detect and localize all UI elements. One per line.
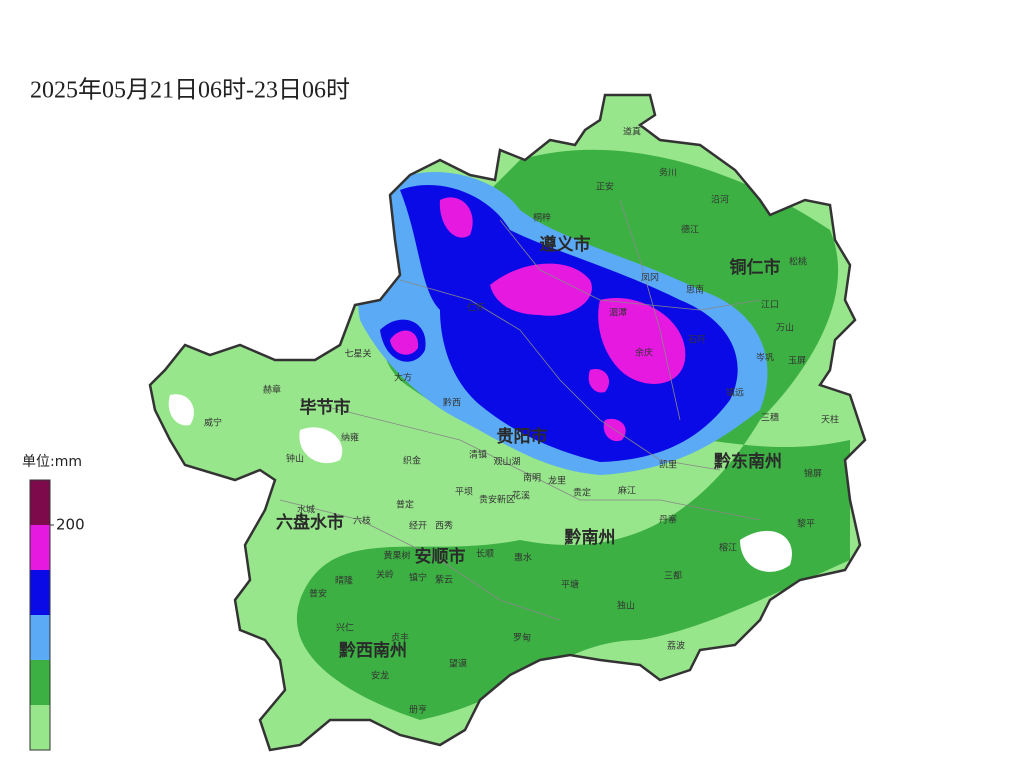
county-label: 安龙 bbox=[371, 670, 389, 682]
rainfall-field bbox=[150, 95, 865, 750]
map-title: 2025年05月21日06时-23日06时 bbox=[30, 77, 350, 104]
rain-torrential bbox=[598, 298, 686, 384]
county-label: 思南 bbox=[686, 284, 704, 296]
labels: 道真务川正安沿河桐梓德江松桃凤冈思南江口万山 仁怀湄潭石阡余庆 七星关大方赫章 岑巩 玉… bbox=[204, 126, 839, 716]
county-label: 湄潭 bbox=[609, 308, 627, 319]
county-label: 独山 bbox=[617, 600, 635, 612]
county-label: 经开 bbox=[409, 520, 427, 532]
county-label: 紫云 bbox=[435, 575, 453, 586]
county-label: 丹寨 bbox=[659, 514, 677, 526]
county-label: 石阡 bbox=[688, 335, 706, 346]
county-label: 三都 bbox=[664, 571, 682, 582]
county-label: 黄果树 bbox=[383, 550, 410, 562]
county-label: 正安 bbox=[596, 181, 614, 193]
legend-swatch bbox=[30, 660, 50, 705]
county-label: 贞丰 bbox=[391, 632, 409, 644]
county-label: 西秀 bbox=[435, 520, 453, 532]
county-label: 织金 bbox=[403, 455, 421, 467]
county-label: 凤冈 bbox=[641, 273, 659, 284]
rain-very-heavy bbox=[400, 184, 738, 462]
county-label: 荔波 bbox=[667, 640, 685, 652]
county-label: 平塘 bbox=[561, 579, 579, 591]
city-label: 铜仁市 bbox=[730, 257, 781, 278]
county-label: 麻江 bbox=[618, 485, 636, 497]
rain-torrential bbox=[439, 197, 473, 238]
county-label: 道真 bbox=[623, 126, 641, 138]
legend-swatch bbox=[30, 705, 50, 750]
county-label: 锦屏 bbox=[804, 468, 822, 480]
county-label: 七星关 bbox=[344, 348, 371, 360]
no-rain bbox=[299, 427, 343, 464]
county-label: 册亨 bbox=[409, 704, 427, 716]
city-label: 贵阳市 bbox=[497, 426, 548, 447]
county-label: 观山湖 bbox=[493, 457, 520, 468]
county-label: 镇远 bbox=[726, 387, 744, 399]
no-rain bbox=[168, 394, 194, 426]
county-label: 余庆 bbox=[635, 347, 653, 359]
county-label: 天柱 bbox=[821, 414, 839, 426]
county-label: 德江 bbox=[681, 224, 699, 236]
legend-title: 单位:mm bbox=[22, 454, 82, 470]
county-label: 松桃 bbox=[789, 256, 807, 268]
county-label: 六枝 bbox=[353, 515, 371, 527]
county-label: 仁怀 bbox=[467, 302, 485, 314]
county-borders bbox=[279, 199, 761, 621]
county-label: 花溪 bbox=[512, 490, 530, 502]
legend-swatch bbox=[30, 615, 50, 660]
legend-frame bbox=[29, 479, 51, 751]
county-label: 榕江 bbox=[719, 542, 737, 554]
county-label: 镇宁 bbox=[409, 572, 427, 584]
county-label: 凯里 bbox=[659, 459, 677, 471]
county-label: 惠水 bbox=[514, 552, 532, 564]
legend-swatch bbox=[30, 570, 50, 615]
county-label: 罗甸 bbox=[513, 632, 531, 644]
county-label: 大方 bbox=[394, 372, 412, 384]
city-label: 安顺市 bbox=[415, 546, 466, 567]
county-label: 龙里 bbox=[548, 475, 566, 487]
county-label: 桐梓 bbox=[533, 212, 551, 224]
county-label: 黎平 bbox=[797, 518, 815, 530]
county-label: 水城 bbox=[297, 504, 315, 516]
county-label: 岑巩 bbox=[756, 352, 774, 364]
county-label: 望谟 bbox=[449, 658, 467, 670]
rain-torrential bbox=[588, 369, 610, 393]
county-label: 黔西 bbox=[443, 397, 461, 409]
county-label: 纳雍 bbox=[341, 432, 359, 444]
county-label: 长顺 bbox=[476, 548, 494, 560]
county-label: 沿河 bbox=[711, 194, 729, 206]
county-label: 玉屏 bbox=[788, 356, 806, 367]
county-label: 关岭 bbox=[376, 569, 394, 581]
no-rain bbox=[740, 530, 792, 572]
city-label: 六盘水市 bbox=[276, 512, 344, 533]
city-label: 黔东南州 bbox=[714, 451, 782, 472]
county-label: 赫章 bbox=[263, 384, 281, 396]
county-label: 贵定 bbox=[573, 487, 591, 499]
legend-swatch bbox=[30, 480, 50, 525]
county-label: 普定 bbox=[396, 499, 414, 511]
county-label: 万山 bbox=[776, 323, 794, 334]
county-label: 普安 bbox=[309, 588, 327, 600]
county-label: 钟山 bbox=[286, 453, 304, 465]
county-label: 江口 bbox=[761, 300, 779, 311]
county-label: 晴隆 bbox=[335, 575, 353, 587]
county-label: 务川 bbox=[659, 167, 677, 179]
county-label: 平坝 bbox=[455, 487, 473, 498]
county-label: 南明 bbox=[523, 472, 541, 484]
rain-torrential bbox=[490, 263, 592, 316]
legend: 单位:mm 200 bbox=[22, 454, 85, 751]
county-label: 清镇 bbox=[469, 449, 487, 461]
city-label: 黔西南州 bbox=[339, 640, 407, 661]
city-label: 毕节市 bbox=[300, 397, 351, 418]
city-label: 黔南州 bbox=[565, 527, 616, 548]
county-label: 贵安新区 bbox=[479, 494, 515, 506]
county-label: 威宁 bbox=[204, 417, 222, 429]
county-label: 兴仁 bbox=[336, 622, 354, 634]
county-label: 三穗 bbox=[761, 412, 779, 424]
city-label: 遵义市 bbox=[540, 234, 591, 255]
legend-swatch bbox=[30, 525, 50, 570]
legend-label: 200 bbox=[56, 516, 85, 534]
rain-torrential bbox=[390, 330, 419, 355]
